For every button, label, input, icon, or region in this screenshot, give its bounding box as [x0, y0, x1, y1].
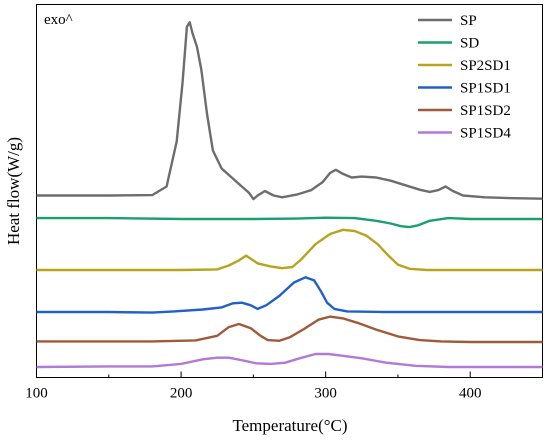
x-axis-title: Temperature(°C) — [232, 416, 347, 435]
series-line-sp2sd1 — [36, 228, 543, 272]
legend-label-sp: SP — [460, 13, 477, 29]
legend-label-sd: SD — [460, 36, 479, 52]
x-tick-label-100: 100 — [25, 386, 48, 402]
legend: SP SD SP2SD1 SP1SD1 SP1SD2 SP1SD4 — [418, 13, 511, 142]
exo-annotation: exo^ — [44, 12, 73, 28]
legend-label-sp2sd1: SP2SD1 — [460, 58, 511, 74]
series-line-sp — [36, 21, 543, 201]
series-line-sp1sd4 — [36, 352, 543, 369]
series-line-sp1sd2 — [36, 315, 543, 344]
series-line-sp1sd1 — [36, 276, 543, 314]
legend-label-sp1sd1: SP1SD1 — [460, 81, 511, 97]
series-curves — [36, 21, 543, 369]
x-tick-label-400: 400 — [459, 386, 482, 402]
x-tick-label-200: 200 — [170, 386, 193, 402]
series-line-sd — [36, 216, 543, 229]
x-tick-label-300: 300 — [314, 386, 337, 402]
legend-label-sp1sd2: SP1SD2 — [460, 103, 511, 119]
legend-label-sp1sd4: SP1SD4 — [460, 126, 511, 142]
y-axis-title: Heat flow(W/g) — [4, 137, 23, 245]
plot-frame — [36, 4, 543, 378]
x-axis: 100 200 300 400 — [25, 371, 543, 402]
